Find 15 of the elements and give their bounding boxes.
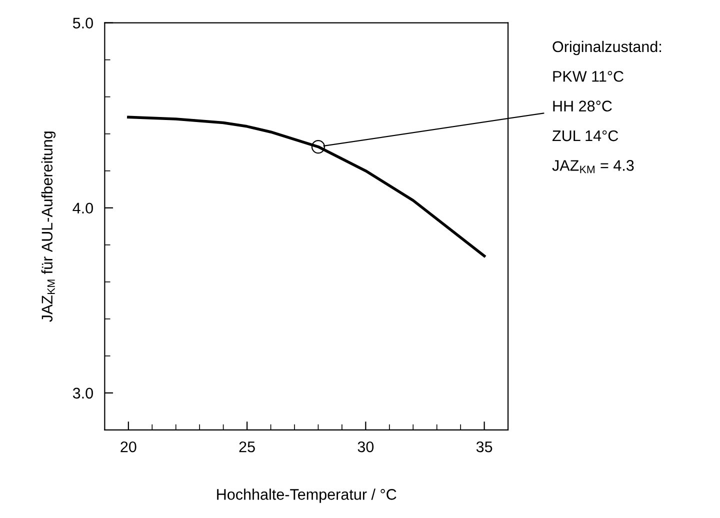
text: JAZ$_{KM}$ = 4.3 [552,160,634,174]
annotation: HH 28°C [553,100,612,112]
x-tick-label: 35 [476,441,492,452]
text: Originalzustand: [552,40,662,56]
text: PKW 11°C [553,70,624,82]
y-tick-label: 5.0 [72,18,93,28]
text: ZUL 14°C [552,130,618,142]
x-axis-title: Hochhalte-Temperatur / °C [217,488,396,503]
line-series [127,116,486,258]
x-tick-label: 20 [120,441,136,452]
x-tick-label: 25 [239,441,255,452]
y-axis-title: JAZ$_{KM}$ für AUL-Aufbereitung [41,132,56,322]
x-tick-label: 30 [358,441,374,452]
y-tick-label: 4.0 [72,202,93,214]
y-tick-label: 3.0 [72,388,93,399]
